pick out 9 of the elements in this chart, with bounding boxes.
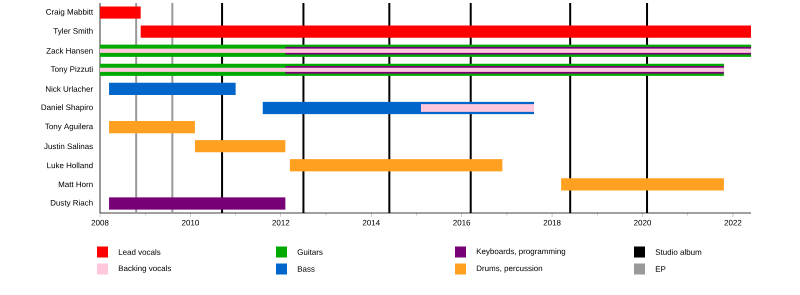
bar (561, 178, 724, 190)
bar (290, 159, 502, 172)
bar (109, 82, 236, 96)
bar (194, 140, 286, 152)
bar (140, 26, 752, 38)
bar (100, 6, 141, 19)
bar (100, 48, 752, 53)
bar (109, 120, 195, 134)
bar (100, 68, 724, 72)
